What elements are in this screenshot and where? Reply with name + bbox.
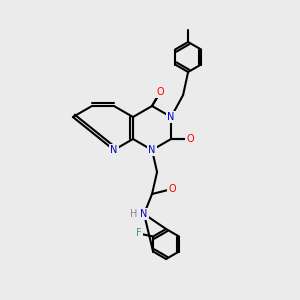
Text: N: N bbox=[148, 145, 156, 155]
Text: N: N bbox=[167, 112, 175, 122]
Text: O: O bbox=[156, 87, 164, 97]
Text: F: F bbox=[136, 229, 142, 238]
Text: H: H bbox=[130, 209, 138, 219]
Text: O: O bbox=[168, 184, 176, 194]
Text: N: N bbox=[140, 209, 148, 219]
Text: N: N bbox=[110, 145, 118, 155]
Text: O: O bbox=[186, 134, 194, 144]
